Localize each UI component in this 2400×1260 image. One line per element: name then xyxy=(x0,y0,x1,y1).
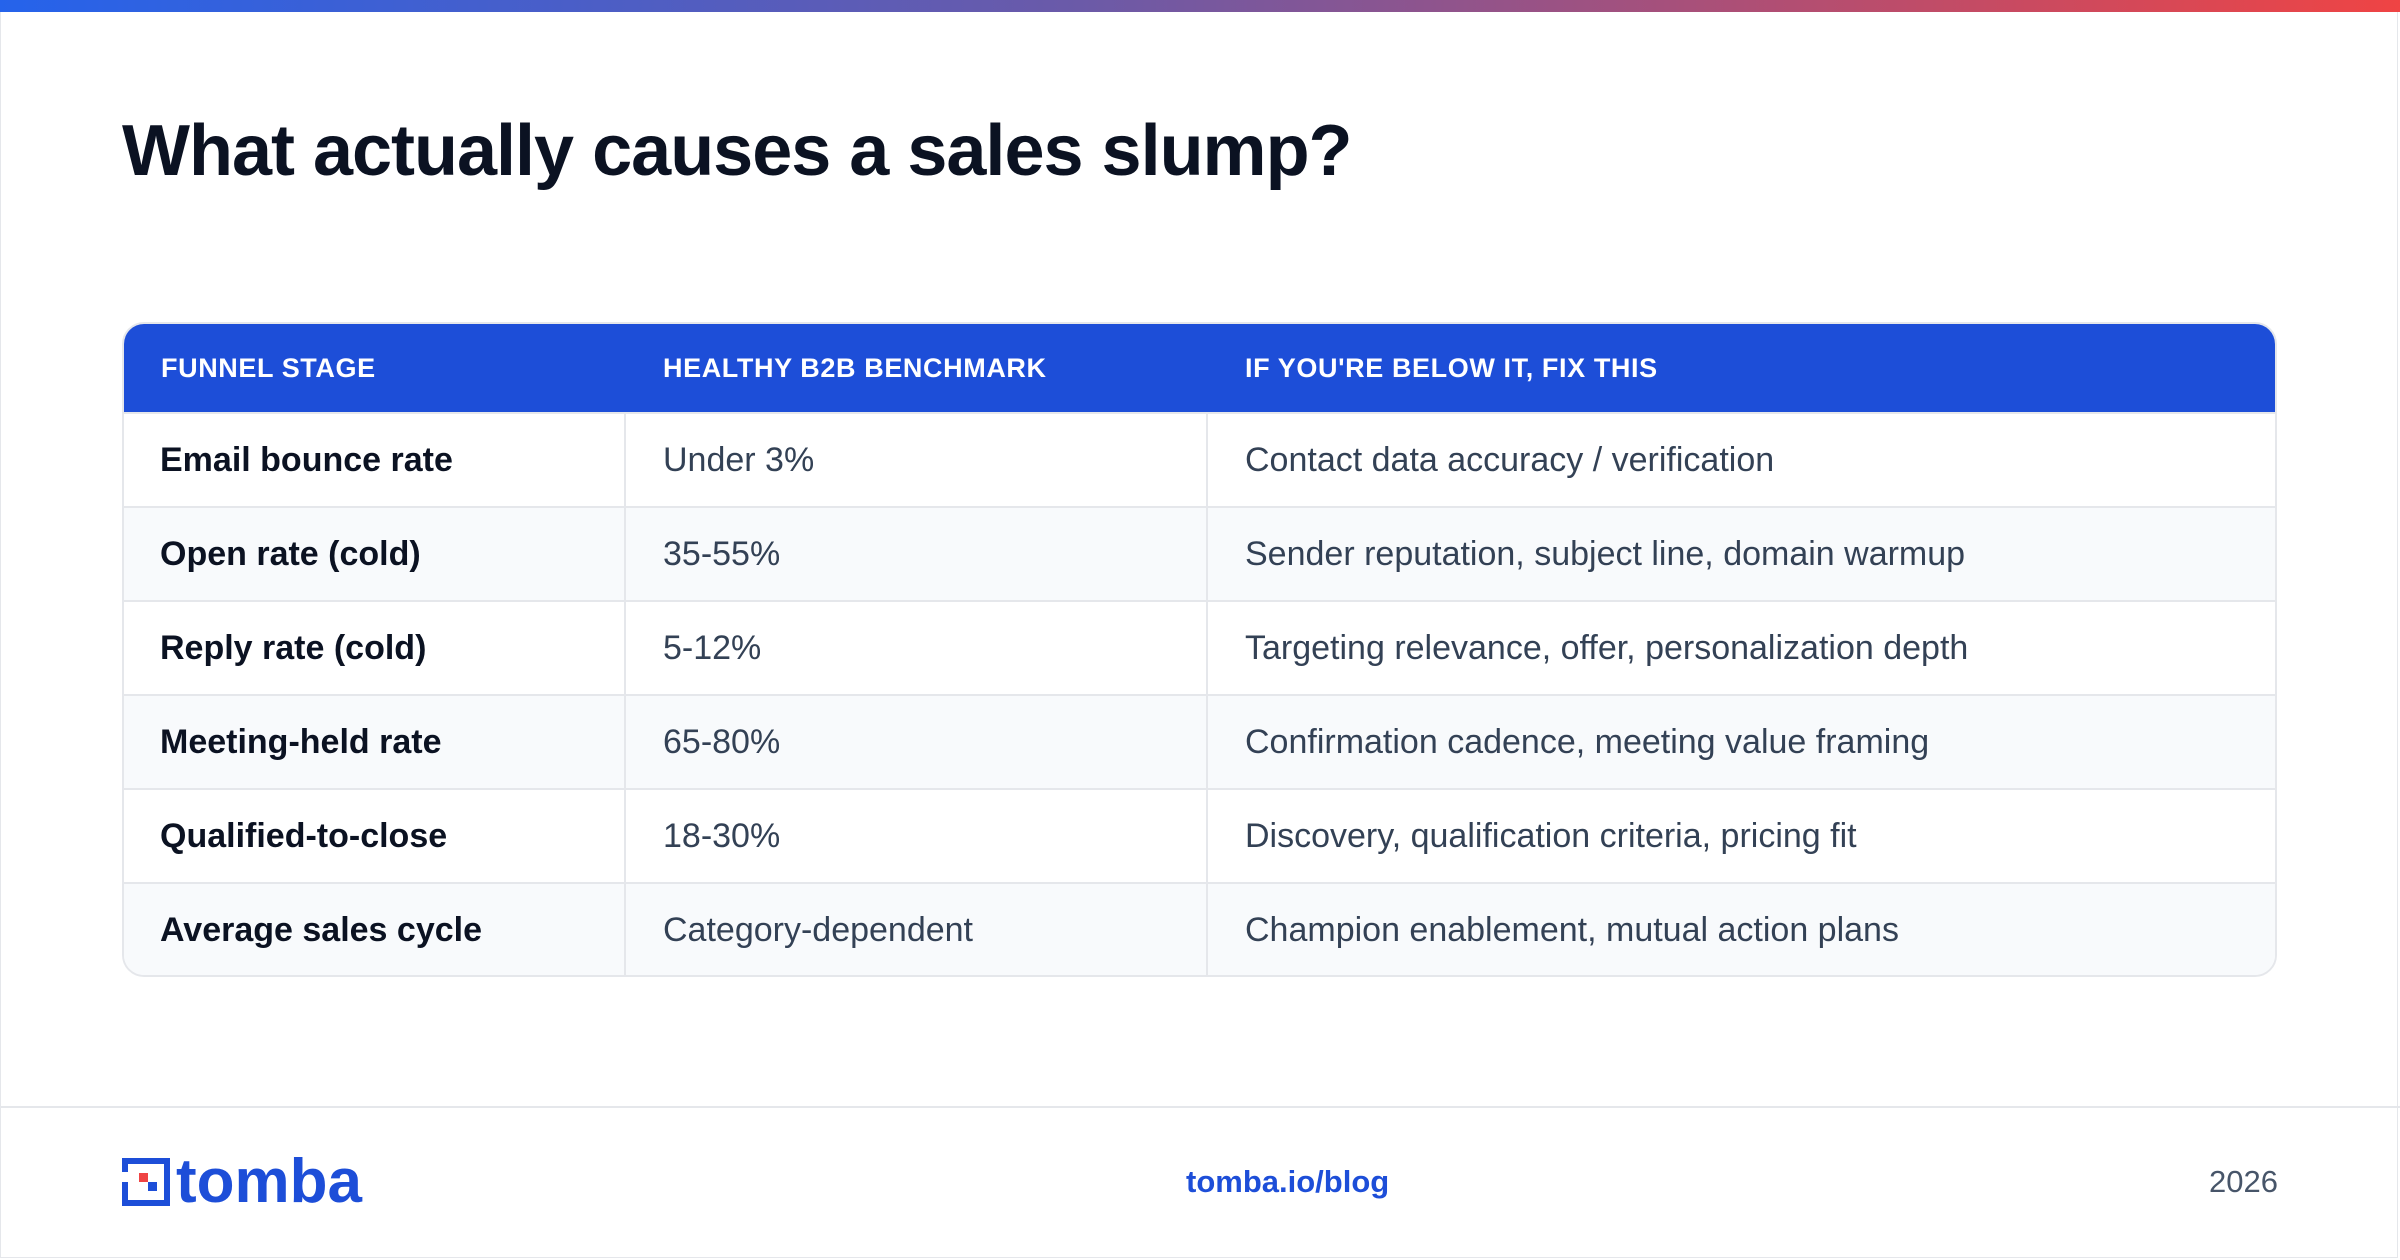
cell-stage: Meeting-held rate xyxy=(124,696,626,788)
table-row: Average sales cycle Category-dependent C… xyxy=(124,882,2275,975)
brand-name: tomba xyxy=(176,1147,362,1216)
cell-benchmark: 35-55% xyxy=(626,508,1208,600)
cell-stage: Qualified-to-close xyxy=(124,790,626,882)
cell-fix: Targeting relevance, offer, personalizat… xyxy=(1245,628,1969,667)
cell-benchmark: 5-12% xyxy=(626,602,1208,694)
cell-benchmark: Category-dependent xyxy=(626,884,1208,975)
cell-fix: Confirmation cadence, meeting value fram… xyxy=(1245,722,1930,761)
cell-fix: Champion enablement, mutual action plans xyxy=(1245,910,1899,949)
blog-link[interactable]: tomba.io/blog xyxy=(1186,1164,1390,1199)
brand-logo[interactable]: tomba xyxy=(122,1147,362,1216)
cell-benchmark: 65-80% xyxy=(626,696,1208,788)
cell-benchmark: 18-30% xyxy=(626,790,1208,882)
cell-benchmark: Under 3% xyxy=(626,414,1208,506)
table-row: Open rate (cold) 35-55% Sender reputatio… xyxy=(124,506,2275,600)
cell-stage: Average sales cycle xyxy=(124,884,626,975)
header-benchmark: HEALTHY B2B BENCHMARK xyxy=(663,352,1047,383)
cell-fix: Discovery, qualification criteria, prici… xyxy=(1245,816,1857,855)
tomba-logo-icon xyxy=(122,1158,170,1206)
top-gradient-bar xyxy=(0,0,2400,12)
cell-stage: Email bounce rate xyxy=(124,414,626,506)
footer-divider xyxy=(0,1106,2400,1108)
table-header: FUNNEL STAGE HEALTHY B2B BENCHMARK IF YO… xyxy=(124,324,2275,412)
cell-fix: Sender reputation, subject line, domain … xyxy=(1245,534,1966,573)
header-fix: IF YOU'RE BELOW IT, FIX THIS xyxy=(1245,352,1658,383)
footer-year: 2026 xyxy=(2209,1164,2278,1199)
cell-stage: Open rate (cold) xyxy=(124,508,626,600)
table-row: Qualified-to-close 18-30% Discovery, qua… xyxy=(124,788,2275,882)
benchmark-table: FUNNEL STAGE HEALTHY B2B BENCHMARK IF YO… xyxy=(122,322,2277,977)
table-row: Meeting-held rate 65-80% Confirmation ca… xyxy=(124,694,2275,788)
cell-stage: Reply rate (cold) xyxy=(124,602,626,694)
table-row: Email bounce rate Under 3% Contact data … xyxy=(124,412,2275,506)
cell-fix: Contact data accuracy / verification xyxy=(1245,440,1775,479)
header-funnel-stage: FUNNEL STAGE xyxy=(161,352,376,383)
table-row: Reply rate (cold) 5-12% Targeting releva… xyxy=(124,600,2275,694)
page-title: What actually causes a sales slump? xyxy=(122,111,1353,191)
